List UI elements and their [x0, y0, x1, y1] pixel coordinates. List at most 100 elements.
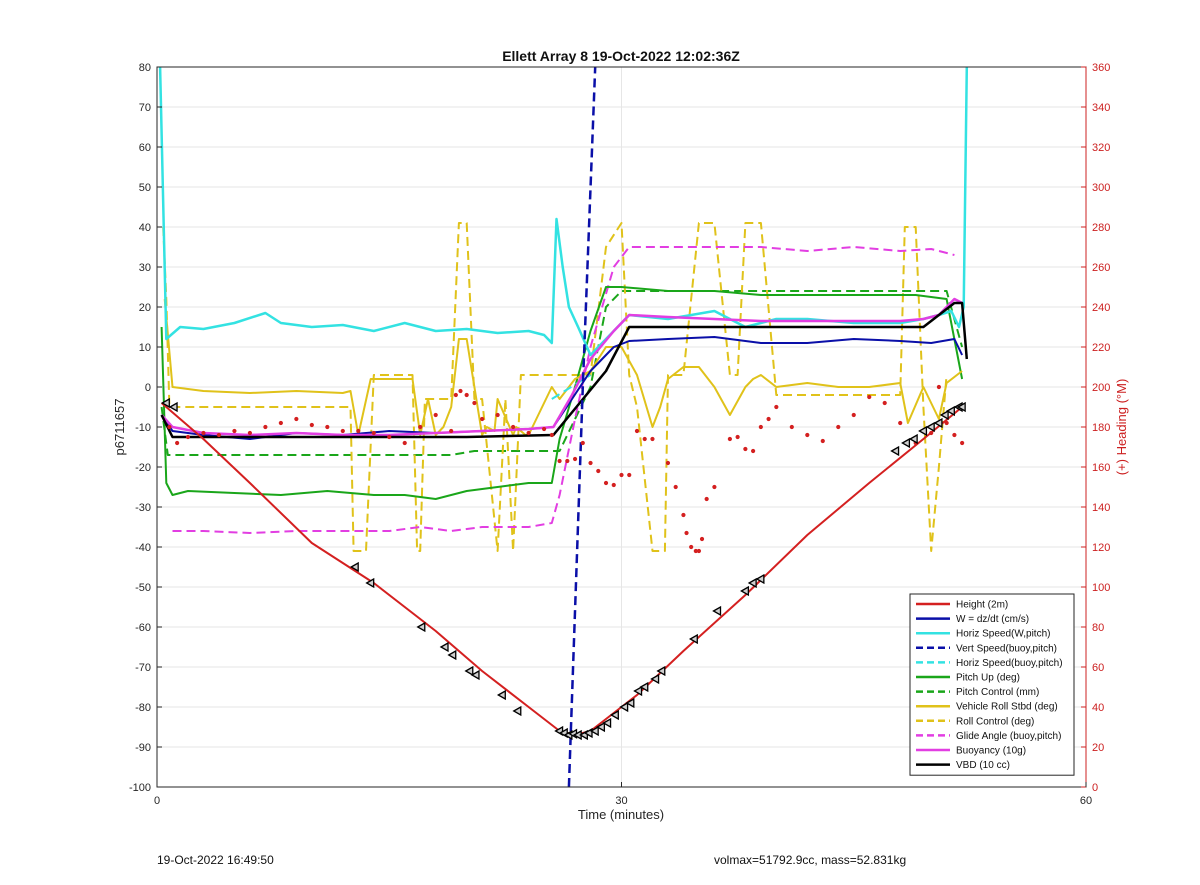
- x-tick-label: 60: [1080, 795, 1092, 807]
- series-line-8: [162, 222, 948, 552]
- heading-point: [480, 416, 485, 422]
- height-marker: [901, 437, 911, 449]
- heading-point: [882, 400, 887, 406]
- height-marker: [464, 665, 474, 677]
- y-tick-label-right: 0: [1092, 782, 1098, 794]
- legend-entry: Buoyancy (10g): [956, 746, 1026, 757]
- heading-point: [216, 432, 222, 438]
- heading-point: [805, 432, 810, 438]
- heading-point: [325, 424, 330, 430]
- y-tick-label-left: 30: [139, 262, 151, 274]
- y-tick-label-left: -30: [135, 502, 151, 514]
- heading-point: [557, 458, 562, 464]
- height-marker: [650, 673, 660, 685]
- heading-point: [580, 440, 585, 446]
- y-tick-label-right: 140: [1092, 502, 1110, 514]
- heading-point: [789, 424, 794, 430]
- heading-point: [665, 460, 671, 466]
- series-line-6: [160, 290, 964, 456]
- legend-entry: Glide Angle (buoy,pitch): [956, 731, 1061, 742]
- height-marker: [596, 721, 606, 733]
- heading-point: [185, 434, 191, 440]
- heading-point: [704, 496, 709, 502]
- y-tick-label-left: 60: [139, 142, 151, 154]
- heading-point: [751, 448, 756, 454]
- heading-point: [387, 434, 392, 440]
- height-marker: [740, 585, 750, 597]
- y-tick-label-left: 0: [145, 382, 151, 394]
- series-line-11: [160, 301, 969, 439]
- y-tick-label-right: 340: [1092, 102, 1110, 114]
- y-tick-label-left: 40: [139, 222, 151, 234]
- heading-point: [684, 530, 689, 536]
- legend-entry: W = dz/dt (cm/s): [956, 614, 1029, 625]
- heading-point: [952, 432, 957, 438]
- y-tick-label-left: -60: [135, 622, 151, 634]
- heading-point: [371, 430, 376, 436]
- heading-point: [650, 436, 655, 442]
- series-line-5: [160, 286, 964, 500]
- heading-point: [464, 392, 469, 398]
- heading-point: [588, 460, 593, 466]
- height-marker: [365, 577, 375, 589]
- heading-point: [449, 428, 454, 434]
- y-tick-label-left: -20: [135, 462, 151, 474]
- height-marker: [625, 697, 635, 709]
- heading-point: [294, 416, 299, 422]
- heading-point: [603, 480, 609, 486]
- y-tick-label-left: -70: [135, 662, 151, 674]
- height-marker: [925, 421, 935, 433]
- legend-entry: Pitch Up (deg): [956, 673, 1020, 684]
- series-line-9: [172, 246, 955, 534]
- y-axis-label-right: (+) Heading (°M): [1114, 379, 1129, 476]
- y-tick-label-right: 40: [1092, 702, 1104, 714]
- heading-point: [175, 440, 180, 446]
- legend-entry: Vert Speed(buoy,pitch): [956, 643, 1057, 654]
- height-marker: [589, 725, 599, 737]
- height-marker: [755, 573, 765, 585]
- heading-point: [619, 472, 624, 478]
- legend-entry: Horiz Speed(buoy,pitch): [956, 658, 1063, 669]
- legend-box: [909, 593, 1075, 776]
- height-marker: [496, 689, 506, 701]
- heading-point: [689, 544, 694, 550]
- footer-timestamp: 19-Oct-2022 16:49:50: [157, 853, 274, 867]
- height-marker: [619, 701, 629, 713]
- heading-point: [820, 438, 825, 444]
- series-line-3: [567, 67, 597, 787]
- heading-point: [699, 536, 705, 542]
- chart-title: Ellett Array 8 19-Oct-2022 12:02:36Z: [502, 48, 740, 64]
- heading-point: [526, 430, 531, 436]
- heading-point: [642, 436, 647, 442]
- heading-point: [851, 412, 856, 418]
- y-axis-label-left: p6711657: [112, 399, 127, 456]
- height-marker: [956, 401, 966, 413]
- legend-entry: Horiz Speed(W,pitch): [956, 629, 1050, 640]
- heading-point: [495, 412, 500, 418]
- heading-point: [696, 548, 702, 554]
- legend-entry: VBD (10 cc): [956, 760, 1010, 771]
- heading-point: [433, 412, 438, 418]
- y-tick-label-right: 120: [1092, 542, 1110, 554]
- heading-point: [766, 416, 771, 422]
- heading-point: [263, 424, 268, 430]
- series-group: [158, 67, 969, 787]
- footer-vehicle-info: volmax=51792.9cc, mass=52.831kg: [714, 853, 907, 867]
- y-tick-label-right: 320: [1092, 142, 1110, 154]
- heading-point: [278, 420, 283, 426]
- heading-point: [511, 424, 516, 430]
- plot-area: [158, 67, 969, 787]
- series-line-7: [163, 298, 963, 436]
- heading-point: [167, 424, 172, 430]
- heading-point: [944, 420, 949, 426]
- height-marker: [602, 717, 612, 729]
- heading-point: [743, 446, 748, 452]
- x-tick-label: 0: [154, 795, 160, 807]
- y-tick-label-right: 180: [1092, 422, 1110, 434]
- y-tick-label-right: 20: [1092, 742, 1104, 754]
- heading-point: [681, 512, 686, 518]
- heading-point: [727, 436, 732, 442]
- heading-point: [472, 400, 477, 406]
- heading-point: [247, 430, 252, 436]
